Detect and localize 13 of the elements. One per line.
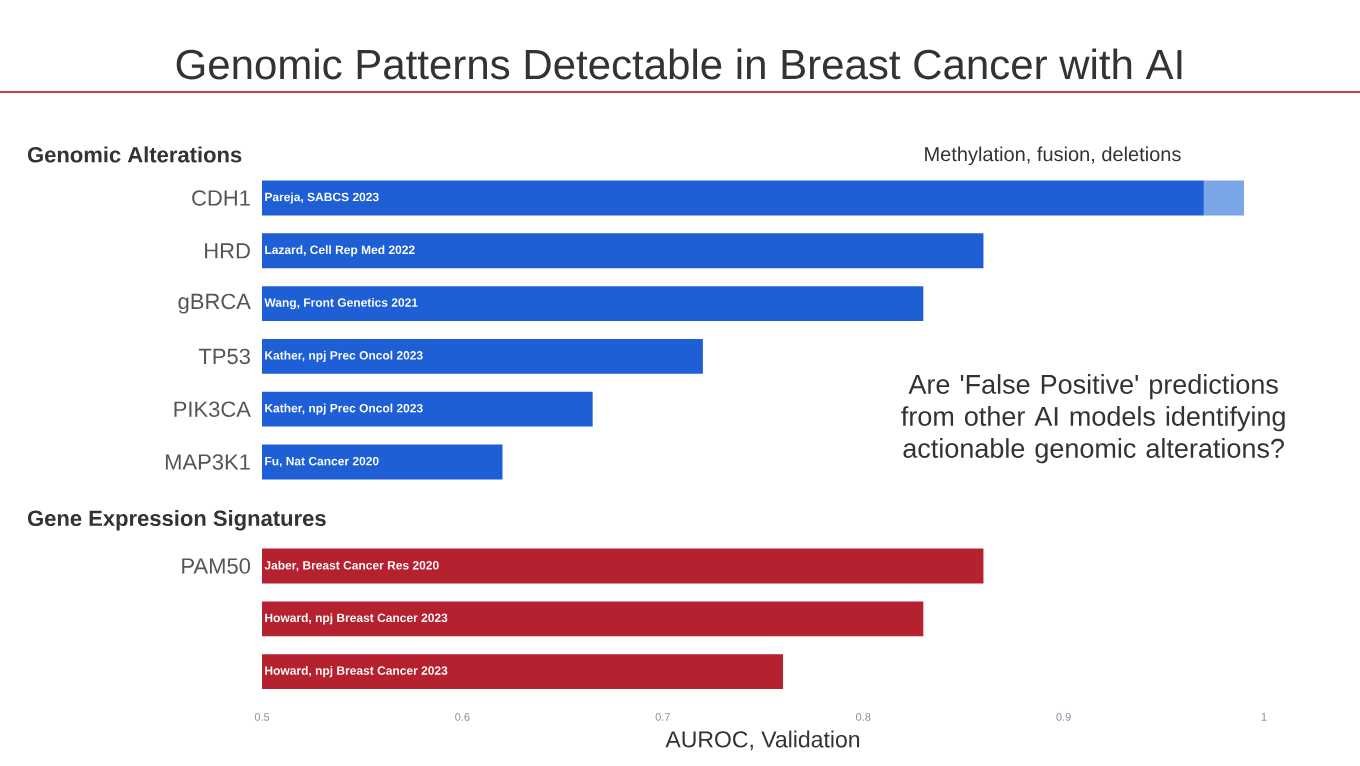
text: Methylation, fusion, deletions — [925, 146, 1181, 166]
x-axis-title: AUROC, Validation — [665, 730, 860, 751]
y-tick-label: CDH1 — [192, 190, 250, 206]
y-tick-label: PAM50 — [182, 558, 251, 574]
chart-title: Gene Expression Signatures — [27, 509, 326, 531]
y-tick-label: HRD — [205, 243, 250, 259]
y-tick-label: TP53 — [198, 348, 250, 365]
chart-title: Genomic Patterns Detectable in Breast Cancer with AI — [176, 48, 1182, 80]
y-tick-label: PIK3CA — [174, 401, 251, 417]
chart-subtitle: Genomic Alterations — [27, 146, 242, 163]
y-tick-label: MAP3K1 — [165, 454, 250, 470]
annotation: Are 'False Positive' predictions from other AI models identifying actionable genomic alterations? — [901, 374, 1285, 464]
y-tick-label: gBRCA — [178, 293, 251, 314]
